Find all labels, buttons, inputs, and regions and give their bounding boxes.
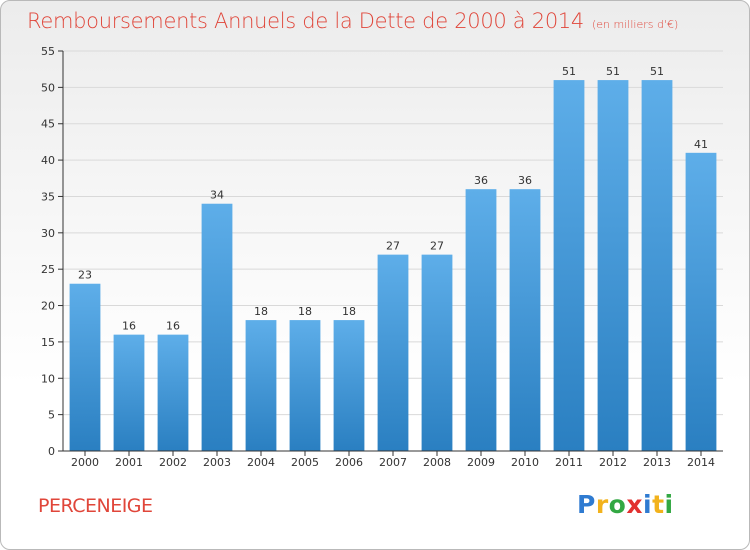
chart-title: Remboursements Annuels de la Dette de 20… [27, 9, 678, 33]
logo-letter: P [577, 490, 596, 519]
chart-title-text: Remboursements Annuels de la Dette de 20… [27, 9, 584, 33]
data-label: 36 [518, 174, 532, 187]
bar-2004 [245, 320, 277, 451]
data-label: 16 [166, 320, 180, 333]
x-tick-label: 2012 [599, 456, 627, 469]
bar-2003 [201, 203, 233, 451]
bar-2013 [641, 80, 673, 451]
logo-letter: o [608, 490, 627, 519]
y-tick-label: 10 [41, 372, 55, 385]
x-tick-label: 2003 [203, 456, 231, 469]
data-label: 51 [650, 65, 664, 78]
y-tick-label: 35 [41, 190, 55, 203]
data-labels: 23 16 16 34 18 18 18 27 27 36 36 51 51 51 41 [78, 65, 708, 333]
y-tick-label: 25 [41, 263, 55, 276]
y-tick-label: 55 [41, 45, 55, 58]
bar-2010 [509, 189, 541, 451]
logo-letter: t [652, 490, 665, 519]
data-label: 36 [474, 174, 488, 187]
chart-unit: (en milliers d'€) [592, 18, 679, 31]
bar-2009 [465, 189, 497, 451]
x-tick-label: 2013 [643, 456, 671, 469]
bar-2005 [289, 320, 321, 451]
x-tick-label: 2001 [115, 456, 143, 469]
data-label: 27 [430, 240, 444, 253]
proxiti-logo[interactable]: Proxiti [577, 490, 674, 519]
y-tick-label: 30 [41, 227, 55, 240]
data-label: 16 [122, 320, 136, 333]
x-tick-label: 2002 [159, 456, 187, 469]
x-tick-label: 2005 [291, 456, 319, 469]
x-tick-label: 2008 [423, 456, 451, 469]
y-tick-label: 0 [48, 445, 55, 458]
town-name: PERCENEIGE [38, 495, 153, 517]
data-label: 41 [694, 138, 708, 151]
y-tick-label: 20 [41, 300, 55, 313]
y-tick-label: 5 [48, 409, 55, 422]
y-tick-label: 15 [41, 336, 55, 349]
data-label: 27 [386, 240, 400, 253]
bar-2002 [157, 334, 189, 451]
x-tick-label: 2010 [511, 456, 539, 469]
data-label: 51 [562, 65, 576, 78]
bar-2008 [421, 254, 453, 451]
logo-letter: i [664, 490, 674, 519]
x-tick-label: 2000 [71, 456, 99, 469]
y-tick-label: 45 [41, 118, 55, 131]
x-tick-label: 2009 [467, 456, 495, 469]
x-tick-label: 2014 [687, 456, 715, 469]
bar-2001 [113, 334, 145, 451]
logo-letter: x [626, 490, 643, 519]
logo-letter: r [595, 490, 609, 519]
bar-2014 [685, 152, 717, 451]
x-tick-label: 2011 [555, 456, 583, 469]
logo-letter: i [643, 490, 653, 519]
bar-2000 [69, 283, 101, 451]
data-label: 18 [342, 305, 356, 318]
axes: 0 5 10 15 20 25 30 35 40 45 50 55 2000 2001 2002 2003 20… [41, 45, 723, 469]
data-label: 51 [606, 65, 620, 78]
x-tick-label: 2004 [247, 456, 275, 469]
bars [69, 80, 717, 451]
bar-2011 [553, 80, 585, 451]
data-label: 23 [78, 269, 92, 282]
data-label: 18 [298, 305, 312, 318]
x-tick-label: 2007 [379, 456, 407, 469]
bar-2007 [377, 254, 409, 451]
data-label: 18 [254, 305, 268, 318]
y-tick-label: 50 [41, 81, 55, 94]
bar-2012 [597, 80, 629, 451]
y-tick-label: 40 [41, 154, 55, 167]
x-tick-label: 2006 [335, 456, 363, 469]
data-label: 34 [210, 189, 224, 202]
bar-2006 [333, 320, 365, 451]
